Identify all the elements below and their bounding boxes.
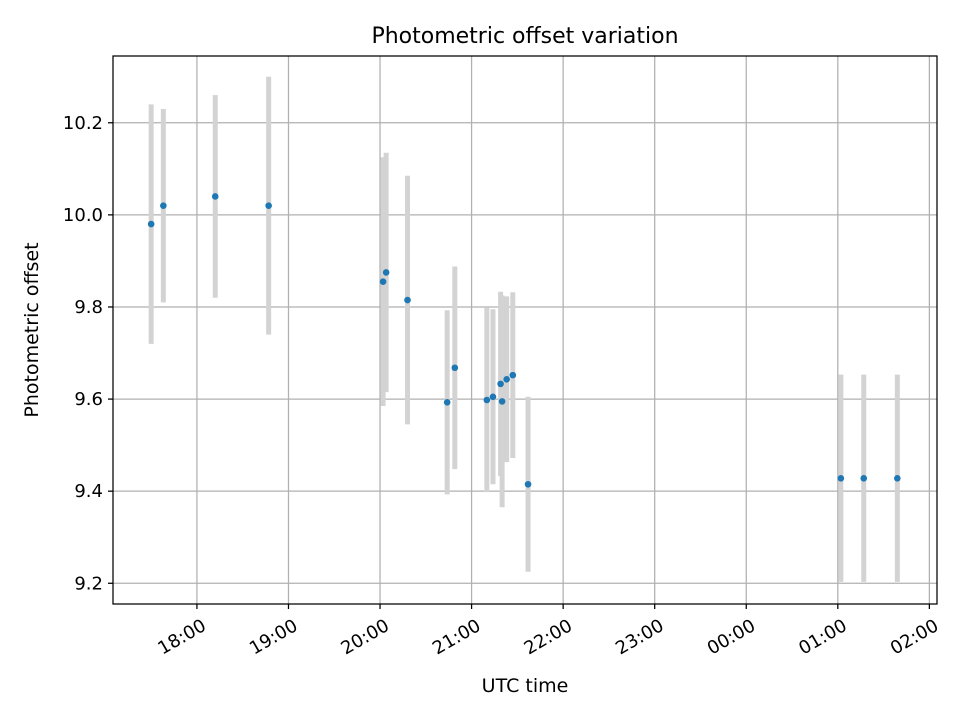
- y-tick-label: 10.2: [63, 113, 103, 134]
- data-point: [483, 396, 491, 404]
- plot-area-background: [113, 56, 937, 604]
- data-point: [837, 474, 845, 482]
- data-point: [265, 202, 272, 209]
- data-point: [379, 278, 387, 285]
- data-point: [497, 380, 504, 388]
- data-points: [147, 193, 901, 488]
- data-point: [524, 480, 532, 488]
- data-point: [451, 364, 459, 372]
- y-tick-label: 10.0: [63, 205, 103, 226]
- data-point: [860, 474, 868, 482]
- data-point: [498, 398, 506, 405]
- y-tick-label: 9.6: [74, 389, 103, 410]
- y-tick-label: 9.8: [74, 297, 103, 318]
- chart-title: Photometric offset variation: [371, 24, 678, 49]
- data-point: [147, 220, 155, 228]
- y-tick-label: 9.4: [74, 481, 103, 502]
- data-point: [211, 193, 219, 200]
- data-point: [404, 296, 411, 304]
- data-point: [489, 393, 497, 401]
- grid-lines: [113, 56, 937, 604]
- data-point: [382, 269, 390, 276]
- y-axis-label: Photometric offset: [21, 242, 43, 417]
- plot-frame: [112, 55, 938, 605]
- data-point: [509, 371, 517, 379]
- data-point: [503, 375, 510, 383]
- y-axis-ticks: 9.2 9.4 9.6 9.8 10.0 10.2: [63, 113, 113, 594]
- x-axis-label: UTC time: [482, 675, 569, 697]
- data-point: [160, 202, 167, 209]
- data-point: [894, 474, 901, 482]
- y-tick-label: 9.2: [74, 573, 103, 594]
- data-point: [443, 398, 451, 406]
